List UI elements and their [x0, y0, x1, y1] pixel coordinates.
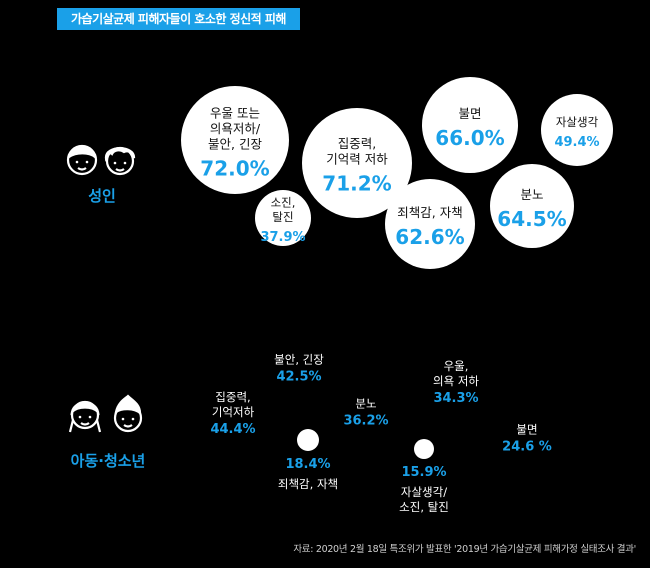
bubble-label: 의욕 저하: [433, 374, 479, 388]
bubble-label: 탈진: [272, 210, 293, 224]
group-label-child: 아동·청소년: [70, 452, 146, 470]
bubble-adult-1: 소진,탈진 37.9%: [255, 190, 311, 246]
bubble-label: 소진, 탈진: [399, 500, 449, 514]
bubble-circle: [385, 179, 475, 269]
bubble-value: 44.4%: [210, 422, 255, 437]
bubble-adult-2: 집중력,기억력 저하 71.2%: [302, 108, 412, 218]
bubble-label: 불안, 긴장: [208, 136, 262, 151]
child-faces-icon: [68, 394, 143, 433]
bubble-value: 62.6%: [395, 225, 464, 249]
bubble-label: 분노: [520, 187, 543, 202]
bubble-value: 64.5%: [497, 207, 566, 231]
bubble-circle: [541, 94, 613, 166]
bubble-label: 불면: [458, 106, 481, 121]
bubble-circle: [297, 429, 319, 451]
bubble-label: 자살생각/: [401, 485, 447, 499]
group-label-adult: 성인: [88, 187, 116, 205]
bubble-label: 불안, 긴장: [274, 353, 324, 367]
bubble-value: 71.2%: [322, 172, 391, 196]
bubble-child-1: 불안, 긴장 42.5%: [274, 353, 324, 385]
bubble-adult-3: 죄책감, 자책 62.6%: [385, 179, 475, 269]
bubble-label: 소진,: [271, 196, 296, 210]
bubble-adult-6: 자살생각 49.4%: [541, 94, 613, 166]
bubble-child-3: 분노 36.2%: [343, 397, 388, 429]
bubble-label: 죄책감, 자책: [278, 477, 338, 491]
bubble-value: 18.4%: [285, 457, 330, 472]
bubble-child-5: 우울,의욕 저하 34.3%: [433, 359, 479, 406]
bubble-label: 집중력,: [338, 136, 376, 151]
bubble-label: 자살생각: [556, 115, 599, 129]
bubble-value: 34.3%: [433, 391, 478, 406]
bubble-label: 기억력 저하: [326, 152, 388, 167]
bubble-label: 기억저하: [212, 405, 255, 419]
bubble-value: 15.9%: [401, 465, 446, 480]
bubble-circle: [181, 86, 289, 194]
adult-faces-icon: [66, 144, 136, 176]
bubble-label: 죄책감, 자책: [397, 205, 462, 220]
bubble-circle: [414, 439, 434, 459]
bubble-adult-5: 분노 64.5%: [490, 164, 574, 248]
bubble-value: 49.4%: [554, 135, 599, 150]
bubble-circle: [302, 108, 412, 218]
bubble-label: 분노: [355, 397, 376, 411]
bubble-label: 우울,: [444, 359, 469, 373]
bubble-child-6: 불면 24.6 %: [502, 423, 552, 455]
bubble-value: 72.0%: [200, 156, 269, 180]
bubble-child-2: 18.4% 죄책감, 자책: [278, 429, 338, 491]
bubble-circle: [490, 164, 574, 248]
bubble-adult-4: 불면 66.0%: [422, 77, 518, 173]
bubble-value: 42.5%: [276, 370, 321, 385]
bubble-label: 집중력,: [215, 390, 250, 404]
bubble-value: 66.0%: [435, 126, 504, 150]
bubble-label: 우울 또는: [210, 105, 260, 120]
bubble-circle: [422, 77, 518, 173]
chart-title: 가습기살균제 피해자들이 호소한 정신적 피해: [57, 8, 300, 30]
bubble-circle: [255, 190, 311, 246]
bubble-child-4: 15.9% 자살생각/소진, 탈진: [399, 439, 449, 514]
bubble-label: 의욕저하/: [210, 121, 261, 136]
bubble-value: 24.6 %: [502, 440, 552, 455]
bubble-value: 36.2%: [343, 414, 388, 429]
source-note: 자료: 2020년 2월 18일 특조위가 발표한 '2019년 가습기살균제 …: [293, 544, 636, 555]
bubble-value: 37.9%: [260, 230, 305, 245]
bubble-label: 불면: [516, 423, 537, 437]
bubble-child-0: 집중력,기억저하 44.4%: [210, 390, 255, 437]
